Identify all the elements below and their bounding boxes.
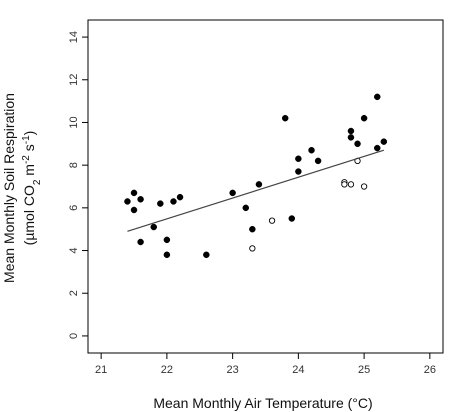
y-tick-label: 6 — [68, 205, 80, 211]
data-point-filled — [163, 236, 171, 244]
data-point-filled — [288, 215, 296, 222]
y-tick-label: 4 — [68, 247, 80, 253]
data-point-filled — [374, 93, 381, 101]
data-point-filled — [150, 223, 157, 231]
x-tick-label: 21 — [95, 364, 107, 376]
data-point-open — [360, 183, 368, 190]
x-axis: 21 22 23 24 25 26 — [95, 353, 436, 376]
data-point-filled — [163, 251, 171, 259]
y-tick-label: 0 — [68, 333, 80, 339]
data-point-open — [347, 181, 355, 188]
data-point-filled — [249, 225, 256, 233]
x-tick-label: 22 — [161, 364, 173, 376]
data-point-filled — [354, 140, 361, 148]
y-axis-title-line2: (µmol CO2 m-2 s-1) — [21, 131, 43, 246]
data-point-filled — [229, 189, 236, 197]
data-point-filled — [360, 114, 368, 122]
data-point-filled — [242, 204, 250, 212]
data-point-filled — [130, 206, 138, 214]
trend-line — [127, 149, 385, 232]
x-tick-label: 26 — [424, 364, 436, 376]
data-point-filled — [157, 200, 164, 207]
y-tick-label: 14 — [68, 31, 80, 43]
x-tick-label: 23 — [227, 364, 239, 376]
plot-frame — [87, 19, 444, 354]
y-tick-label: 2 — [68, 290, 80, 296]
data-point-filled — [170, 198, 177, 205]
data-point-filled — [130, 189, 138, 197]
data-point-open — [341, 181, 348, 188]
y-tick-label: 10 — [68, 116, 80, 128]
data-point-filled — [137, 238, 144, 246]
y-tick-label: 12 — [68, 74, 80, 86]
data-point-filled — [314, 157, 322, 165]
data-point-open — [268, 217, 276, 224]
y-axis-title-line1: Mean Monthly Soil Respiration — [1, 93, 17, 283]
data-point-filled — [295, 168, 302, 175]
y-axis: 0 2 4 6 8 10 12 14 — [68, 31, 88, 339]
data-point-filled — [137, 196, 144, 203]
y-tick-label: 8 — [68, 162, 80, 168]
data-point-filled — [281, 114, 289, 122]
data-points — [124, 93, 388, 259]
data-point-filled — [203, 251, 210, 259]
data-point-filled — [347, 134, 355, 141]
x-tick-label: 24 — [292, 364, 304, 376]
x-axis-title: Mean Monthly Air Temperature (°C) — [153, 395, 372, 411]
data-point-filled — [255, 181, 263, 188]
data-point-open — [249, 245, 256, 252]
data-point-filled — [380, 138, 388, 145]
data-point-filled — [374, 144, 381, 152]
x-tick-label: 25 — [358, 364, 370, 376]
data-point-filled — [347, 127, 355, 135]
data-point-filled — [295, 155, 302, 162]
data-point-filled — [124, 198, 131, 205]
data-point-filled — [308, 146, 315, 154]
data-point-filled — [176, 193, 184, 201]
